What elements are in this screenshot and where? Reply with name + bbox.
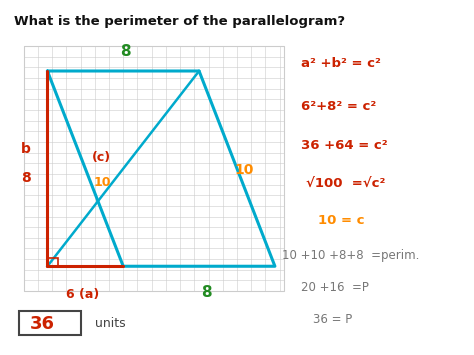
Bar [24,46,284,291]
Text: 20 +16  =P: 20 +16 =P [301,281,369,294]
Text: 36 = P: 36 = P [313,313,352,326]
Text: 8: 8 [120,44,131,59]
Text: 8: 8 [21,170,31,185]
Text: 10: 10 [235,163,254,178]
Text: 10 = c: 10 = c [318,214,364,226]
Text: 36: 36 [30,315,55,333]
Text: 8: 8 [201,285,211,300]
Text: b: b [21,142,31,156]
Text: 6 (a): 6 (a) [66,288,100,301]
Text: 6²+8² = c²: 6²+8² = c² [301,100,376,113]
Text: 36 +64 = c²: 36 +64 = c² [301,139,388,152]
Text: √100  =√c²: √100 =√c² [306,178,385,191]
Bar [19,311,81,335]
Text: a² +b² = c²: a² +b² = c² [301,58,381,70]
Text: units: units [95,317,126,330]
Bar [47,258,58,266]
Text: (c): (c) [92,152,111,164]
Text: What is the perimeter of the parallelogram?: What is the perimeter of the parallelogr… [14,15,346,28]
Text: 10 +10 +8+8  =perim.: 10 +10 +8+8 =perim. [282,249,419,262]
Text: 10: 10 [93,176,110,189]
